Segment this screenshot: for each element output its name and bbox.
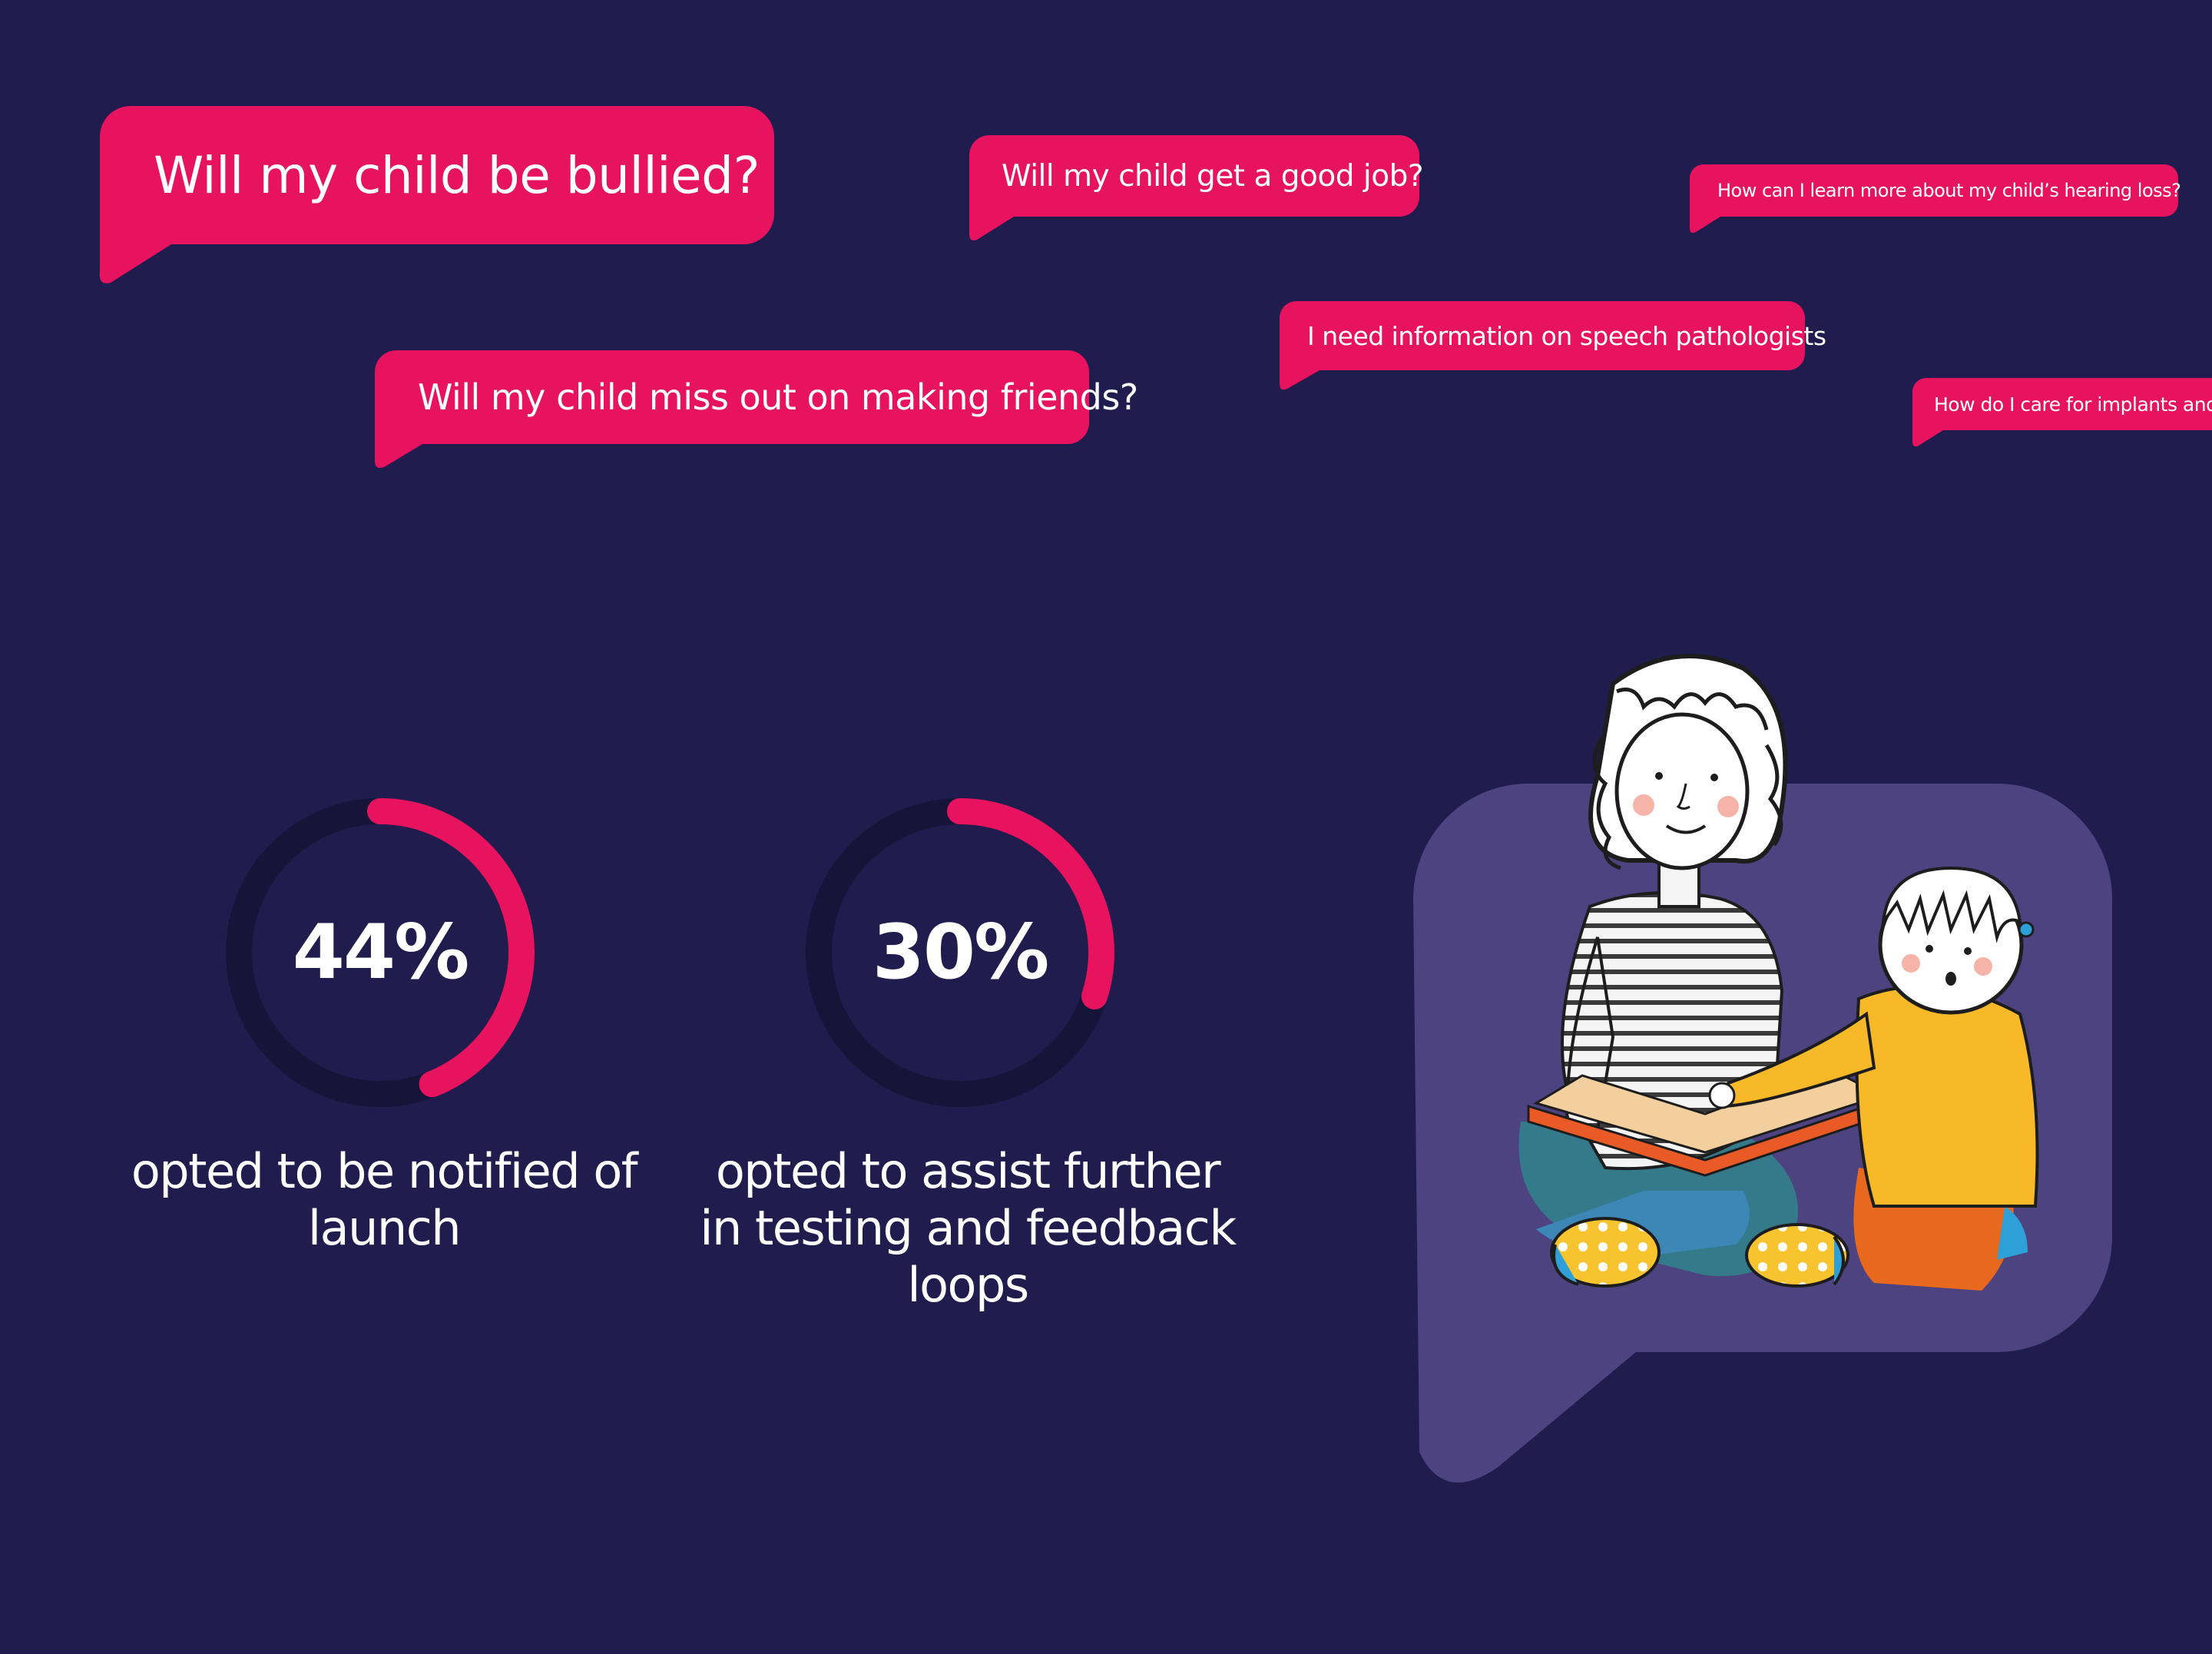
progress-ring-notified <box>226 798 535 1107</box>
speech-bubble-shape <box>1912 378 2212 447</box>
parent-head <box>1588 654 1788 870</box>
caption-line: opted to assist further <box>715 1143 1221 1199</box>
question-bubble-making-friends: Will my child miss out on making friends… <box>375 350 1138 468</box>
parent-sock-right <box>1745 1223 1849 1288</box>
caption-line: loops <box>907 1257 1029 1313</box>
caption-line: in testing and feedback <box>700 1200 1237 1256</box>
progress-ring-arc <box>806 798 1114 1107</box>
question-bubble-bullied: Will my child be bullied? <box>98 106 774 283</box>
stat-caption-testing: opted to assist further in testing and f… <box>653 1143 1283 1314</box>
speech-bubble-shape <box>99 106 774 283</box>
bubble-text: Will my child miss out on making friends… <box>418 376 1138 418</box>
bubble-text: How can I learn more about my child’s he… <box>1717 180 2181 201</box>
stat-caption-notified: opted to be notified of launch <box>69 1143 699 1257</box>
speech-bubble-shape <box>1690 164 2178 234</box>
caption-line: opted to be notified of <box>131 1143 638 1199</box>
stat-value-notified: 44% <box>292 909 470 996</box>
bubble-text: How do I care for implants and a <box>1934 393 2212 416</box>
question-bubble-hearing-loss: How can I learn more about my child’s he… <box>1690 164 2181 234</box>
question-bubble-speech-pathologists: I need information on speech pathologist… <box>1280 301 1826 390</box>
bubble-text: I need information on speech pathologist… <box>1307 320 1826 351</box>
question-bubble-implants: How do I care for implants and a <box>1912 378 2212 447</box>
speech-bubble-shape <box>969 135 1419 240</box>
bubble-text: Will my child be bullied? <box>154 145 760 205</box>
parent-sock-left <box>1550 1217 1661 1288</box>
question-bubble-good-job: Will my child get a good job? <box>969 135 1424 240</box>
progress-ring-arc <box>226 798 535 1107</box>
child-body <box>1855 985 2039 1208</box>
stat-value-testing: 30% <box>872 909 1050 996</box>
speech-bubble-shape <box>375 350 1089 468</box>
bubble-text: Will my child get a good job? <box>1002 158 1424 194</box>
child-head <box>1878 866 2035 1015</box>
progress-ring-testing <box>806 798 1114 1107</box>
speech-bubble-shape <box>1280 301 1805 390</box>
parent-reading-to-child-illustration <box>1413 654 2112 1483</box>
caption-line: launch <box>307 1200 462 1256</box>
